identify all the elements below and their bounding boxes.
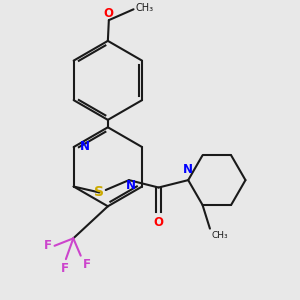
Text: F: F xyxy=(83,258,91,271)
Text: O: O xyxy=(104,7,114,20)
Text: F: F xyxy=(61,262,69,275)
Text: O: O xyxy=(154,216,164,229)
Text: F: F xyxy=(44,239,52,252)
Text: N: N xyxy=(80,140,90,153)
Text: S: S xyxy=(94,185,104,200)
Text: CH₃: CH₃ xyxy=(136,3,154,13)
Text: CH₃: CH₃ xyxy=(212,231,228,240)
Text: N: N xyxy=(126,179,136,192)
Text: N: N xyxy=(183,163,193,176)
